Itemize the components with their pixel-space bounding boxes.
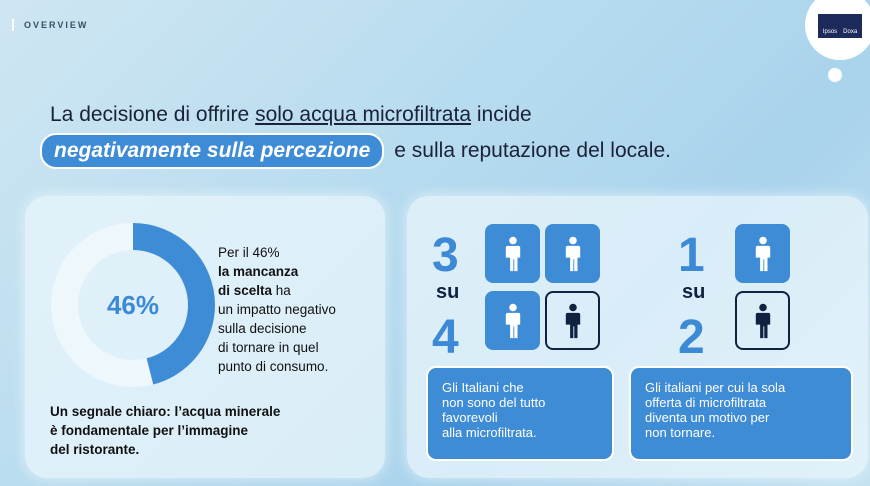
header-bar — [12, 19, 14, 31]
text-line: Un segnale chiaro: l’acqua minerale — [50, 404, 281, 419]
person-icon — [504, 303, 522, 339]
text-line: sulla decisione — [218, 321, 307, 336]
person-tile — [735, 224, 790, 283]
person-icon — [754, 303, 772, 339]
text-line: alla microfiltrata. — [442, 425, 537, 440]
title-text: e sulla reputazione del locale. — [394, 139, 671, 162]
title-line: negativamente sulla percezione e sulla r… — [40, 133, 671, 169]
person-tile — [485, 291, 540, 350]
person-tile — [545, 291, 600, 350]
person-tile — [735, 291, 790, 350]
text-line: offerta di microfiltrata — [645, 395, 767, 410]
logo-text: Doxa — [843, 29, 858, 35]
text-line: Per il 46% — [218, 245, 280, 260]
text-line: Gli Italiani che — [442, 380, 524, 395]
connector: su — [436, 281, 460, 303]
text-run: ha — [275, 283, 291, 298]
donut — [51, 223, 215, 387]
text-line: un impatto negativo — [218, 302, 336, 317]
text-line: non sono del tutto — [442, 395, 546, 410]
person-icon — [504, 236, 522, 272]
title-line: La decisione di offrire solo acqua micro… — [50, 103, 532, 127]
text-line: favorevoli — [442, 410, 498, 425]
title-highlight: negativamente sulla percezione — [40, 133, 385, 169]
donut-note: Un segnale chiaro: l’acqua minerale è fo… — [50, 402, 280, 459]
connector: su — [682, 281, 706, 303]
person-icon — [564, 303, 582, 339]
title-underlined: solo acqua microfiltrata — [255, 103, 472, 126]
text-line: diventa un motivo per — [645, 410, 770, 425]
denominator: 4 — [432, 311, 459, 364]
text-line: Gli italiani per cui la sola — [645, 380, 786, 395]
donut-arc — [51, 223, 215, 387]
text-line: di tornare in quel — [218, 340, 319, 355]
decor — [828, 68, 842, 82]
text-line: non tornare. — [645, 425, 716, 440]
numerator: 1 — [678, 229, 705, 282]
person-icon — [754, 236, 772, 272]
text-line: del ristorante. — [50, 442, 140, 457]
stat-box: Gli Italiani che non sono del tutto favo… — [426, 366, 614, 461]
section-label: OVERVIEW — [24, 20, 89, 30]
person-icon — [564, 236, 582, 272]
numerator: 3 — [432, 229, 459, 282]
person-tile — [485, 224, 540, 283]
text-line: punto di consumo. — [218, 359, 329, 374]
title-text: La decisione di offrire — [50, 103, 250, 126]
logo: Ipsos Doxa — [818, 14, 862, 38]
logo-text: Ipsos — [822, 29, 838, 35]
person-tile — [545, 224, 600, 283]
donut-text: Per il 46% la mancanza di scelta ha un i… — [218, 243, 336, 376]
text-line: di scelta ha — [218, 281, 336, 300]
stat-box: Gli italiani per cui la sola offerta di … — [629, 366, 853, 461]
text-line: è fondamentale per l’immagine — [50, 423, 249, 438]
title-text: incide — [476, 103, 532, 126]
denominator: 2 — [678, 311, 705, 364]
text-line: la mancanza — [218, 264, 299, 279]
text-bold: di scelta — [218, 283, 273, 298]
donut-label: 46% — [106, 290, 160, 320]
